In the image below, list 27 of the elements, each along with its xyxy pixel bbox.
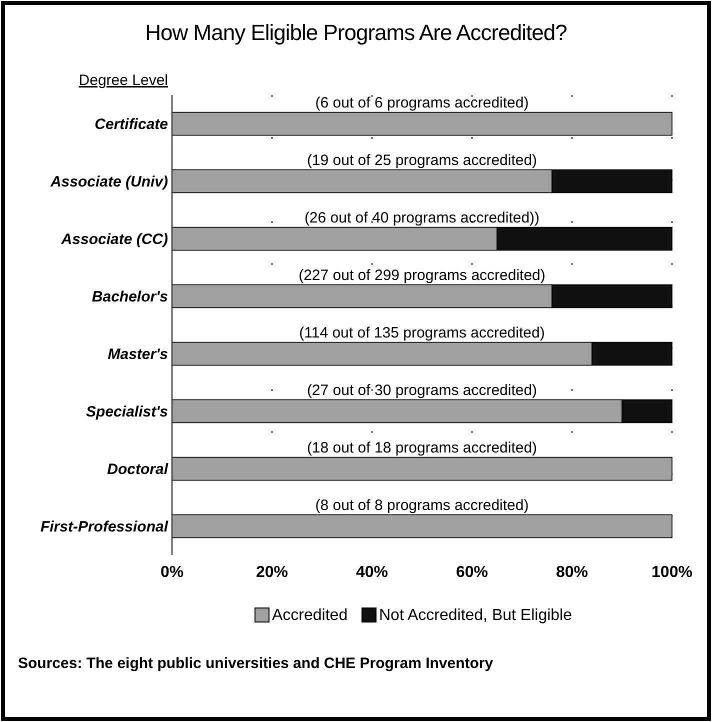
x-tick-label: 100% (652, 564, 692, 581)
annotation: (6 out of 6 programs accredited) (315, 94, 529, 112)
annotation: (27 out of 30 programs accredited) (306, 382, 538, 399)
x-tick-label: 80% (556, 564, 588, 581)
y-axis-title: Degree Level (78, 72, 168, 89)
source-note: Sources: The eight public universities and CHE Program Inventory (18, 655, 494, 672)
y-tick-label: Certificate (94, 116, 168, 133)
annotation: (18 out of 18 programs accredited) (306, 439, 538, 456)
y-tick-label: First-Professional (40, 518, 169, 536)
annotation: (227 out of 299 programs accredited) (298, 266, 546, 284)
legend-label: Accredited (272, 607, 348, 624)
x-tick-label: 20% (256, 564, 288, 581)
y-tick-label: Specialist's (86, 403, 168, 420)
chart-title: How Many Eligible Programs Are Accredited? (145, 20, 568, 45)
annotation: (19 out of 25 programs accredited) (306, 152, 538, 169)
legend-label: Not Accredited, But Eligible (379, 607, 572, 624)
x-tick-label: 60% (456, 564, 488, 581)
annotation: (8 out of 8 programs accredited) (315, 496, 529, 514)
x-tick-label: 0% (160, 564, 184, 581)
x-tick-label: 40% (356, 564, 388, 581)
y-tick-label: Doctoral (107, 460, 169, 478)
y-tick-label: Bachelor's (92, 288, 168, 306)
annotation: (114 out of 135 programs accredited) (299, 324, 545, 342)
annotation: (26 out of 40 programs accredited)) (304, 209, 540, 226)
y-tick-label: Master's (108, 346, 168, 363)
y-tick-label: Associate (Univ) (49, 173, 168, 190)
y-tick-label: Associate (CC) (60, 230, 168, 248)
